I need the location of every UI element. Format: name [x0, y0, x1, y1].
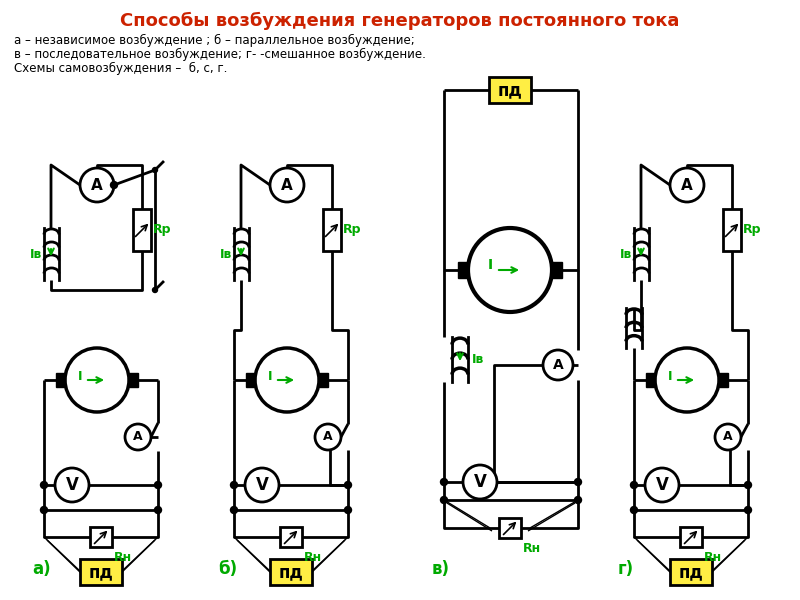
- Circle shape: [41, 481, 47, 488]
- Text: Rн: Rн: [704, 551, 722, 564]
- Text: I: I: [668, 370, 672, 383]
- Bar: [280, 527, 302, 547]
- Text: I: I: [78, 370, 82, 383]
- Bar: [319, 373, 328, 387]
- Circle shape: [55, 468, 89, 502]
- Bar: [680, 527, 702, 547]
- Text: Iв: Iв: [30, 247, 42, 260]
- Bar: [552, 262, 562, 278]
- Text: Rн: Rн: [114, 551, 132, 564]
- Circle shape: [154, 506, 162, 514]
- Text: Iв: Iв: [472, 353, 484, 366]
- Text: а): а): [32, 560, 50, 578]
- Bar: [719, 373, 728, 387]
- Circle shape: [153, 167, 158, 173]
- FancyBboxPatch shape: [489, 77, 531, 103]
- Text: A: A: [553, 358, 563, 372]
- Text: V: V: [255, 476, 269, 494]
- Circle shape: [315, 424, 341, 450]
- Text: V: V: [66, 476, 78, 494]
- Circle shape: [441, 479, 447, 485]
- Text: I: I: [268, 370, 272, 383]
- Bar: [323, 209, 341, 251]
- Text: пд: пд: [89, 563, 114, 581]
- Circle shape: [463, 465, 497, 499]
- Text: г): г): [618, 560, 634, 578]
- Text: I: I: [487, 258, 493, 272]
- Circle shape: [125, 424, 151, 450]
- Text: A: A: [681, 178, 693, 193]
- Text: A: A: [133, 431, 143, 443]
- Circle shape: [41, 506, 47, 514]
- Text: A: A: [323, 431, 333, 443]
- Text: Способы возбуждения генераторов постоянного тока: Способы возбуждения генераторов постоянн…: [120, 12, 680, 30]
- Circle shape: [345, 506, 351, 514]
- Text: A: A: [281, 178, 293, 193]
- FancyBboxPatch shape: [270, 559, 312, 585]
- FancyBboxPatch shape: [670, 559, 712, 585]
- Text: Rp: Rp: [343, 223, 362, 236]
- Text: Rp: Rp: [743, 223, 762, 236]
- Text: Iв: Iв: [620, 247, 632, 260]
- Circle shape: [630, 481, 638, 488]
- Circle shape: [543, 350, 573, 380]
- Circle shape: [230, 506, 238, 514]
- Circle shape: [255, 348, 319, 412]
- Circle shape: [574, 479, 582, 485]
- Text: а – независимое возбуждение ; б – параллельное возбуждение;: а – независимое возбуждение ; б – паралл…: [14, 34, 414, 47]
- Circle shape: [630, 506, 638, 514]
- Text: Iв: Iв: [220, 247, 232, 260]
- Text: Схемы самовозбуждения –  б, с, г.: Схемы самовозбуждения – б, с, г.: [14, 62, 227, 75]
- Circle shape: [110, 181, 118, 188]
- Bar: [133, 209, 151, 251]
- Text: V: V: [474, 473, 486, 491]
- Text: в): в): [432, 560, 450, 578]
- Circle shape: [65, 348, 129, 412]
- Text: A: A: [91, 178, 103, 193]
- Text: Rp: Rp: [153, 223, 171, 236]
- Text: A: A: [723, 431, 733, 443]
- Circle shape: [154, 481, 162, 488]
- Circle shape: [745, 481, 751, 488]
- Text: Rн: Rн: [304, 551, 322, 564]
- Circle shape: [670, 168, 704, 202]
- Bar: [90, 527, 112, 547]
- Bar: [246, 373, 255, 387]
- Text: пд: пд: [278, 563, 303, 581]
- Circle shape: [153, 287, 158, 292]
- FancyBboxPatch shape: [80, 559, 122, 585]
- Circle shape: [645, 468, 679, 502]
- Bar: [723, 209, 741, 251]
- Circle shape: [574, 497, 582, 503]
- Bar: [129, 373, 138, 387]
- Bar: [56, 373, 65, 387]
- Circle shape: [715, 424, 741, 450]
- Text: б): б): [218, 560, 237, 578]
- Text: пд: пд: [678, 563, 703, 581]
- Bar: [499, 518, 521, 538]
- Text: V: V: [655, 476, 669, 494]
- Circle shape: [270, 168, 304, 202]
- Circle shape: [441, 497, 447, 503]
- Circle shape: [655, 348, 719, 412]
- Text: в – последовательное возбуждение; г- -смешанное возбуждение.: в – последовательное возбуждение; г- -см…: [14, 48, 426, 61]
- Bar: [646, 373, 655, 387]
- Circle shape: [230, 481, 238, 488]
- Circle shape: [245, 468, 279, 502]
- Circle shape: [345, 481, 351, 488]
- Circle shape: [80, 168, 114, 202]
- Text: Rн: Rн: [523, 542, 541, 555]
- Circle shape: [468, 228, 552, 312]
- Circle shape: [745, 506, 751, 514]
- Text: пд: пд: [498, 81, 522, 99]
- Bar: [458, 262, 468, 278]
